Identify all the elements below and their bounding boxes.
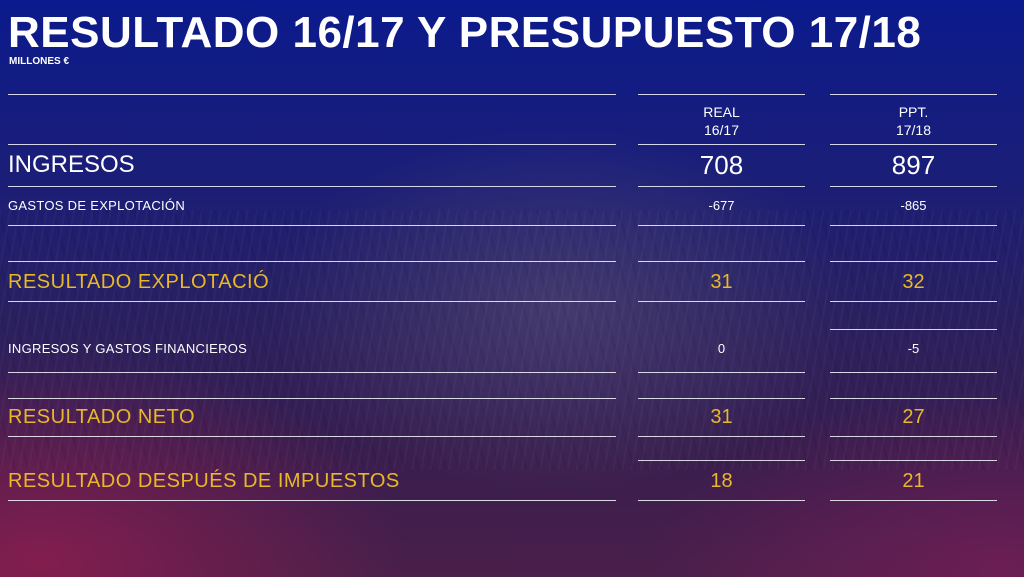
column-header-line: REAL [703, 104, 740, 120]
divider [638, 398, 805, 399]
divider [8, 301, 616, 302]
column-header-line: PPT. [898, 104, 929, 120]
row-label-resultado-neto: RESULTADO NETO [8, 406, 196, 428]
divider [830, 500, 997, 501]
background-texture [0, 210, 1024, 470]
divider [830, 460, 997, 461]
divider [638, 460, 805, 461]
row-label-ingresos: INGRESOS [8, 151, 135, 178]
divider [830, 301, 997, 302]
row-value-real: 708 [699, 150, 744, 180]
divider [638, 186, 805, 187]
divider [830, 329, 997, 330]
divider [8, 261, 616, 262]
divider [830, 94, 997, 95]
divider [8, 372, 616, 373]
divider [8, 94, 616, 95]
row-value-ppt: 897 [891, 150, 936, 180]
divider [8, 398, 616, 399]
row-value-ppt: 32 [902, 271, 925, 293]
row-value-ppt: -5 [907, 341, 920, 356]
divider [8, 436, 616, 437]
divider [638, 301, 805, 302]
units-label: MILLONES € [9, 56, 70, 67]
row-value-ppt: 21 [902, 470, 925, 492]
divider [8, 144, 616, 145]
row-value-real: -677 [708, 198, 735, 213]
divider [638, 225, 805, 226]
divider [638, 436, 805, 437]
page-title: RESULTADO 16/17 Y PRESUPUESTO 17/18 [8, 8, 922, 57]
divider [830, 436, 997, 437]
divider [830, 186, 997, 187]
column-header-line: 16/17 [703, 122, 740, 138]
row-label-financieros: INGRESOS Y GASTOS FINANCIEROS [8, 341, 248, 356]
divider [830, 398, 997, 399]
row-label-gastos: GASTOS DE EXPLOTACIÓN [8, 198, 186, 213]
divider [8, 500, 616, 501]
row-value-real: 0 [717, 341, 726, 356]
divider [830, 372, 997, 373]
column-header-ppt: PPT. 17/18 [830, 103, 997, 139]
row-value-real: 31 [710, 271, 733, 293]
divider [8, 225, 616, 226]
divider [8, 186, 616, 187]
row-label-resultado-explotacion: RESULTADO EXPLOTACIÓ [8, 271, 270, 293]
column-header-real: REAL 16/17 [638, 103, 805, 139]
row-value-real: 18 [710, 470, 733, 492]
row-value-ppt: -865 [900, 198, 927, 213]
row-label-resultado-despues-impuestos: RESULTADO DESPUÉS DE IMPUESTOS [8, 470, 400, 492]
column-header-line: 17/18 [895, 122, 932, 138]
divider [830, 261, 997, 262]
row-value-ppt: 27 [902, 406, 925, 428]
row-value-real: 31 [710, 406, 733, 428]
divider [638, 261, 805, 262]
divider [830, 225, 997, 226]
divider [638, 144, 805, 145]
divider [638, 372, 805, 373]
divider [638, 94, 805, 95]
divider [830, 144, 997, 145]
divider [638, 500, 805, 501]
